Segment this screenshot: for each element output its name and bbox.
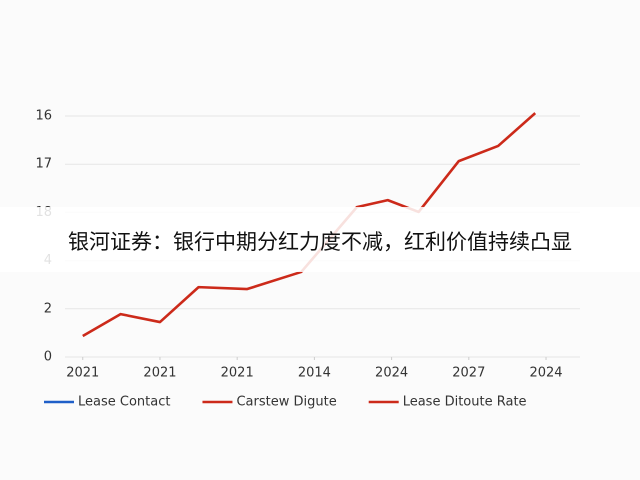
caption-band	[0, 207, 640, 272]
x-tick-label: 2024	[529, 366, 562, 381]
y-tick-label: 17	[35, 157, 52, 172]
x-tick-label: 2021	[66, 366, 99, 381]
legend-label: Lease Contact	[78, 395, 170, 410]
x-tick-label: 2021	[221, 366, 254, 381]
plot: 0241817162021202120212014202420272024Lea…	[35, 109, 580, 410]
x-tick-label: 2014	[298, 366, 331, 381]
legend-label: Lease Ditoute Rate	[403, 395, 527, 410]
legend-label: Carstew Digute	[236, 395, 336, 410]
x-tick-label: 2021	[143, 366, 176, 381]
y-tick-label: 16	[35, 109, 52, 124]
caption: 银河证券：银行中期分红力度不减，红利价值持续凸显	[68, 230, 572, 254]
x-tick-label: 2024	[375, 366, 408, 381]
y-tick-label: 2	[44, 301, 52, 316]
x-tick-label: 2027	[452, 366, 485, 381]
y-tick-label: 0	[44, 350, 52, 365]
